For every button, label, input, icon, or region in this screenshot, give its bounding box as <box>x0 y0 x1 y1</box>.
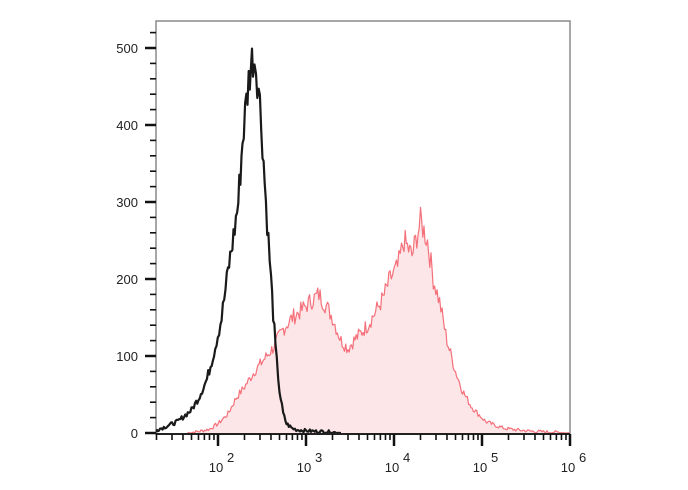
y-axis: 0 100 200 300 400 500 <box>116 31 156 441</box>
x-axis: 10 2 10 3 10 4 10 5 10 6 <box>155 433 586 475</box>
series-layer <box>155 47 570 435</box>
x-tick-label: 10 <box>561 460 575 475</box>
y-tick-label: 300 <box>116 195 138 210</box>
x-tick-label: 10 <box>209 460 223 475</box>
x-tick-exponent: 6 <box>579 450 586 465</box>
x-tick-label: 10 <box>473 460 487 475</box>
y-tick-label: 400 <box>116 118 138 133</box>
x-tick-exponent: 5 <box>491 450 498 465</box>
x-tick-exponent: 2 <box>227 450 234 465</box>
stained-histogram-line <box>187 206 570 434</box>
x-tick-exponent: 3 <box>315 450 322 465</box>
x-tick-label: 10 <box>297 460 311 475</box>
y-tick-label: 0 <box>131 426 138 441</box>
y-tick-label: 100 <box>116 349 138 364</box>
x-tick-exponent: 4 <box>403 450 410 465</box>
stained-histogram-fill <box>187 207 569 433</box>
x-tick-label: 10 <box>385 460 399 475</box>
control-histogram-line <box>155 47 341 435</box>
y-tick-label: 200 <box>116 272 138 287</box>
y-tick-label: 500 <box>116 41 138 56</box>
